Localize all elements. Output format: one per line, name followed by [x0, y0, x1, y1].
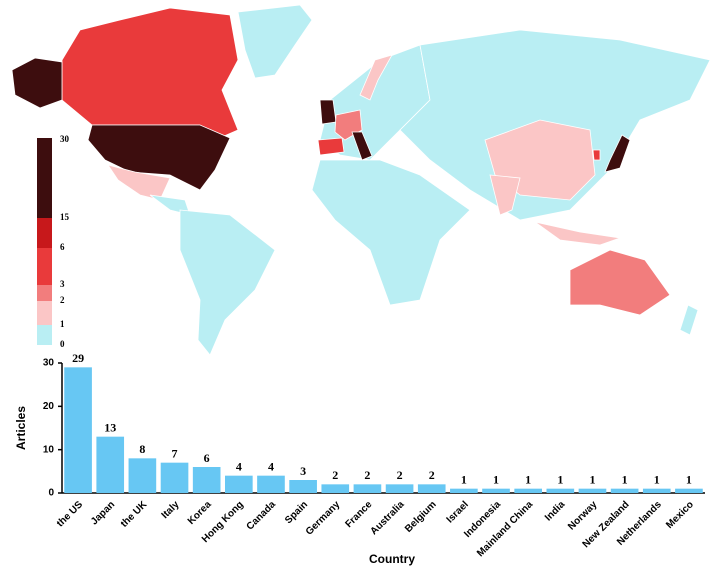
- alaska: [11, 57, 63, 109]
- bar: [160, 462, 189, 493]
- italy: [351, 131, 373, 161]
- bar: [385, 484, 414, 493]
- value-label: 1: [525, 472, 531, 486]
- x-tick-label: the UK: [119, 499, 150, 530]
- bar: [321, 484, 350, 493]
- y-tick-label: 10: [43, 444, 55, 455]
- x-tick-label: Israel: [445, 499, 471, 525]
- value-label: 4: [236, 459, 242, 473]
- spain: [317, 137, 345, 156]
- bar: [642, 488, 671, 493]
- legend-swatch: [37, 248, 52, 285]
- y-axis-label: Articles: [14, 406, 28, 450]
- bar: [353, 484, 382, 493]
- x-axis-label: Country: [369, 552, 415, 566]
- bar: [289, 480, 317, 493]
- world-map: [11, 4, 711, 356]
- legend-label: 6: [60, 242, 65, 252]
- x-tick-label: Canada: [245, 499, 279, 533]
- legend-swatch: [37, 138, 52, 218]
- x-tick-label: France: [343, 499, 374, 530]
- y-tick-label: 30: [43, 358, 55, 369]
- legend-label: 0: [60, 339, 65, 349]
- value-label: 2: [429, 468, 435, 482]
- legend-swatch: [37, 325, 52, 345]
- south-america: [179, 209, 276, 356]
- value-label: 1: [654, 472, 660, 486]
- x-tick-label: Australia: [369, 499, 407, 537]
- value-label: 2: [397, 468, 403, 482]
- bar: [546, 488, 575, 493]
- legend-label: 1: [60, 319, 65, 329]
- canada: [61, 7, 239, 141]
- value-label: 3: [300, 464, 306, 478]
- bar: [610, 488, 639, 493]
- legend-swatch: [37, 218, 52, 248]
- value-label: 1: [686, 472, 692, 486]
- bar: [450, 488, 478, 493]
- x-tick-label: Korea: [186, 499, 214, 527]
- uk: [319, 99, 337, 125]
- bar: [192, 467, 221, 493]
- legend-swatch: [37, 285, 52, 301]
- x-tick-label: India: [543, 499, 568, 524]
- legend-label: 2: [60, 295, 65, 305]
- value-label: 29: [72, 351, 84, 365]
- x-tick-label: Japan: [89, 499, 117, 527]
- value-label: 2: [332, 468, 338, 482]
- value-label: 1: [557, 472, 563, 486]
- australia: [569, 249, 671, 316]
- value-label: 13: [104, 420, 116, 434]
- bar: [64, 367, 92, 493]
- value-label: 2: [364, 468, 370, 482]
- legend-label: 3: [60, 279, 65, 289]
- legend-swatch: [37, 301, 52, 325]
- bar: [417, 484, 446, 493]
- bar: [578, 488, 607, 493]
- x-tick-label: Mexico: [664, 499, 696, 531]
- usa: [87, 124, 231, 191]
- india: [489, 174, 521, 216]
- bar: [675, 488, 703, 493]
- africa: [311, 159, 471, 306]
- legend-label: 15: [60, 212, 70, 222]
- value-label: 6: [204, 451, 210, 465]
- value-label: 1: [461, 472, 467, 486]
- legend: 0 1 2 3 6 15 30: [37, 134, 70, 349]
- bar: [225, 475, 253, 493]
- bar: [514, 488, 542, 493]
- greenland: [237, 4, 313, 79]
- value-label: 7: [172, 446, 178, 460]
- indonesia: [534, 221, 621, 246]
- value-label: 4: [268, 459, 274, 473]
- legend-label: 30: [60, 134, 70, 144]
- x-tick-label: Belgium: [403, 499, 439, 535]
- value-label: 8: [139, 442, 145, 456]
- value-label: 1: [622, 472, 628, 486]
- korea: [592, 149, 601, 161]
- japan: [604, 134, 631, 173]
- bar: [128, 458, 157, 493]
- bar: [257, 475, 285, 493]
- value-label: 1: [589, 472, 595, 486]
- value-label: 1: [493, 472, 499, 486]
- norway: [359, 54, 393, 101]
- x-tick-label: Germany: [304, 499, 343, 538]
- bar: [96, 436, 125, 493]
- y-tick-label: 0: [48, 488, 54, 499]
- new-zealand: [679, 304, 699, 336]
- x-tick-label: Italy: [160, 499, 182, 521]
- x-tick-label: Mainland China: [475, 499, 535, 559]
- y-tick-label: 20: [43, 401, 55, 412]
- x-tick-label: the US: [55, 499, 85, 529]
- bar: [482, 488, 510, 493]
- x-tick-label: Spain: [283, 499, 310, 526]
